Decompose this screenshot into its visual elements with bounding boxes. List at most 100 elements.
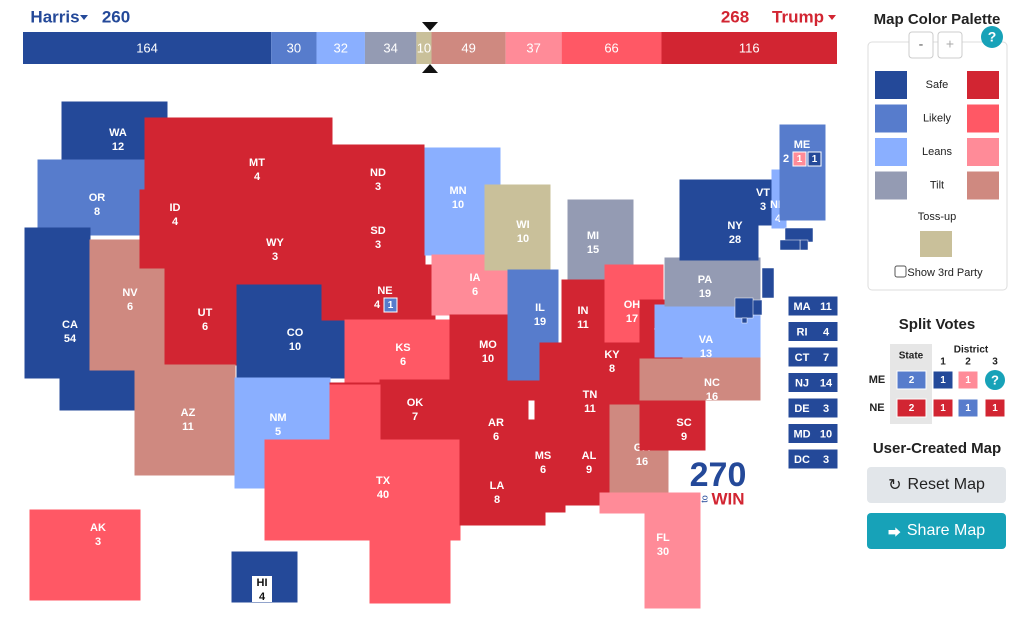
rep-name[interactable]: Trump	[772, 7, 824, 26]
reset-button[interactable]: ↻ Reset Map	[867, 467, 1006, 503]
state-ev: 11	[584, 403, 596, 415]
small-state-abbr: DE	[794, 403, 809, 415]
state-abbr: UT	[198, 307, 213, 319]
rep-caret[interactable]	[828, 15, 836, 20]
small-state-abbr: MA	[793, 301, 810, 313]
share-label[interactable]: Share Map	[906, 522, 986, 539]
plus-button[interactable]	[937, 31, 963, 59]
swatch-rep	[967, 138, 999, 166]
state-ev: 6	[493, 431, 499, 443]
state-abbr: AK	[90, 522, 106, 534]
state-ev: 8	[94, 206, 100, 218]
checkbox[interactable]	[894, 265, 907, 278]
split-cell	[957, 370, 979, 390]
reset-label[interactable]: Reset Map	[907, 476, 985, 493]
state-abbr: NV	[122, 287, 138, 299]
share-icon[interactable]: ⮕	[887, 524, 901, 540]
state-ev: 3	[95, 536, 101, 548]
state-ev: 11	[182, 421, 194, 433]
swatch-dem	[875, 104, 907, 133]
state-shape	[751, 299, 763, 316]
swatch-dem	[875, 171, 907, 200]
bar-value: 10	[417, 40, 431, 55]
state-shape	[144, 117, 186, 194]
state-shape	[29, 509, 141, 601]
state-abbr: AZ	[181, 407, 196, 419]
palette-title: Map Color Palette	[874, 11, 1001, 28]
state-ev: 6	[400, 356, 406, 368]
minus-button[interactable]	[908, 31, 934, 59]
small-state-box	[787, 295, 839, 317]
split-ev: 1	[940, 403, 946, 414]
bar-segment	[661, 32, 837, 64]
state-ev: 9	[681, 431, 687, 443]
dem-caret[interactable]	[80, 15, 88, 20]
bar-value: 116	[739, 40, 760, 55]
state-abbr: OH	[624, 299, 641, 311]
palette-label: Likely	[923, 112, 952, 124]
help-label[interactable]: ?	[988, 29, 997, 45]
bar-segment	[23, 32, 272, 64]
state-abbr: HI	[257, 577, 268, 589]
minus-label[interactable]: -	[919, 36, 924, 52]
state-ev: 10	[289, 341, 301, 353]
state-ev: 4	[172, 216, 179, 228]
state-ev: 5	[275, 426, 281, 438]
state-ev: 30	[657, 546, 669, 558]
state-ev: 12	[112, 141, 124, 153]
district-header: District	[954, 345, 989, 356]
state-abbr: CA	[62, 319, 78, 331]
small-state-box	[787, 321, 839, 342]
reset-icon[interactable]: ↻	[888, 477, 902, 494]
swatch-rep	[967, 71, 999, 99]
small-state-ev: 4	[823, 326, 830, 338]
small-state-box	[787, 397, 839, 419]
state-shape	[779, 239, 801, 251]
state-abbr: NM	[269, 412, 286, 424]
state-abbr: NE	[377, 285, 392, 297]
third-party-label[interactable]: Show 3rd Party	[907, 267, 983, 279]
state-ev: 15	[587, 244, 599, 256]
state-ev: 19	[534, 316, 546, 328]
state-shape	[734, 297, 754, 319]
small-state-abbr: DC	[794, 454, 810, 466]
split-help-label[interactable]: ?	[991, 372, 999, 387]
state-ev: 3	[375, 181, 381, 193]
state-shape	[779, 124, 826, 221]
help-icon[interactable]	[981, 26, 1003, 48]
swatch-rep	[967, 104, 999, 133]
dem-name[interactable]: Harris	[30, 7, 79, 26]
state-ev: 2	[783, 153, 789, 165]
share-button[interactable]: ⮕ Share Map	[867, 513, 1006, 549]
state-header: State	[899, 351, 924, 362]
small-state-ev: 11	[820, 301, 832, 313]
state-abbr: OR	[89, 192, 106, 204]
state-shape	[761, 267, 775, 299]
state-abbr: KS	[395, 342, 410, 354]
split-cell	[957, 398, 979, 418]
split-cell	[896, 398, 927, 418]
state-shape	[329, 384, 381, 446]
split-cell	[984, 398, 1006, 418]
small-state-ev: 14	[820, 377, 833, 389]
palette-label: Safe	[926, 79, 949, 91]
state-ev: 16	[636, 456, 648, 468]
bar-segment	[561, 32, 662, 64]
swatch-dem	[875, 138, 907, 166]
district-number: 1	[940, 357, 946, 368]
district-ev: 1	[797, 154, 803, 165]
split-ev: 1	[940, 375, 946, 386]
dem-total: 260	[102, 7, 130, 26]
split-help[interactable]	[985, 370, 1005, 390]
bar-segment	[431, 32, 506, 64]
rep-total: 268	[721, 7, 749, 26]
state-ev: 6	[202, 321, 208, 333]
state-ev: 3	[272, 251, 278, 263]
state-abbr: VT	[756, 187, 770, 199]
state-shape	[369, 537, 451, 604]
plus-label[interactable]: +	[946, 36, 954, 52]
state-ev: 10	[452, 199, 464, 211]
swatch-dem	[875, 71, 907, 99]
state-ev: 6	[127, 301, 133, 313]
